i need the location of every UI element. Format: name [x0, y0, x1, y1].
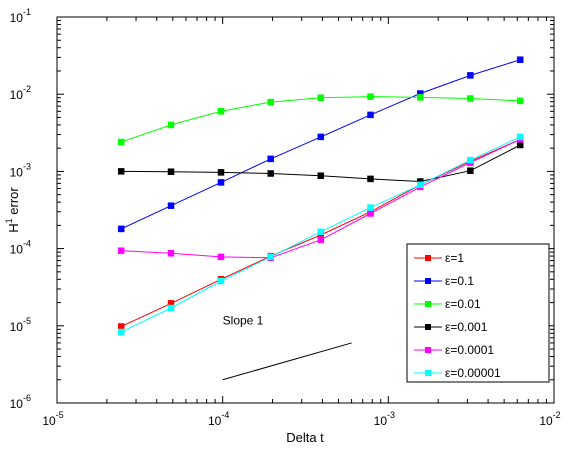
- series-layer: [117, 56, 524, 336]
- data-point: [317, 236, 325, 244]
- y-tick-label: 10-4: [10, 239, 31, 257]
- legend-entry: ε=0.01: [414, 297, 481, 311]
- legend-entry: ε=0.0001: [414, 343, 494, 357]
- data-point: [516, 56, 524, 63]
- series-2: [117, 56, 524, 233]
- x-axis-label: Delta t: [286, 430, 324, 445]
- data-point: [317, 94, 325, 101]
- legend-label: ε=0.0001: [445, 343, 494, 357]
- legend-entry: ε=0.1: [414, 274, 474, 288]
- legend-label: ε=1: [445, 251, 464, 265]
- data-point: [217, 108, 225, 115]
- y-tick-label: 10-2: [10, 84, 31, 102]
- data-point: [267, 155, 274, 163]
- legend-swatch-marker: [425, 278, 431, 284]
- x-tick-label: 10-3: [374, 410, 395, 428]
- data-point: [117, 328, 125, 336]
- data-point: [367, 175, 374, 183]
- data-point: [167, 202, 175, 209]
- slope-reference-line: [222, 342, 352, 381]
- data-point: [117, 323, 125, 330]
- data-point: [117, 225, 125, 233]
- y-axis-label: H1 error: [4, 187, 21, 233]
- data-point: [417, 181, 424, 189]
- data-point: [467, 95, 474, 102]
- x-tick-label: 10-2: [539, 410, 560, 428]
- data-point: [167, 168, 175, 175]
- x-tick-label: 10-4: [208, 410, 229, 428]
- annotation-layer: Slope 1: [222, 314, 352, 381]
- legend-swatch-marker: [425, 324, 431, 330]
- axes-frame: [56, 16, 555, 404]
- data-point: [117, 247, 125, 254]
- data-point: [217, 169, 225, 176]
- data-point: [367, 111, 374, 119]
- y-tick-label: 10-6: [10, 393, 31, 411]
- data-point: [217, 277, 225, 285]
- data-point: [167, 250, 175, 257]
- legend: ε=1 ε=0.1 ε=0.01 ε=0.001 ε=0.0001 ε=0.00001: [406, 243, 550, 383]
- data-point: [367, 210, 374, 217]
- data-point: [516, 97, 524, 105]
- legend-swatch-marker: [425, 255, 431, 261]
- data-point: [367, 93, 374, 100]
- y-tick-label: 10-5: [10, 316, 31, 334]
- legend-entry: ε=0.001: [414, 320, 488, 334]
- data-point: [367, 204, 374, 211]
- data-point: [317, 228, 325, 236]
- data-point: [217, 253, 225, 261]
- legend-swatch-marker: [425, 370, 431, 376]
- legend-entry: ε=0.00001: [414, 366, 501, 380]
- data-point: [467, 156, 474, 164]
- tick-layer: 10-5 10-4 10-3 10-2 10-6 10-5 10-4 10-3 10-2 10-1: [10, 7, 561, 428]
- y-tick-label: 10-1: [10, 7, 31, 25]
- data-point: [167, 121, 175, 129]
- data-point: [516, 141, 524, 149]
- legend-box: [406, 243, 550, 383]
- legend-swatch-marker: [425, 347, 431, 353]
- legend-label: ε=0.01: [445, 297, 481, 311]
- legend-label: ε=0.00001: [445, 366, 501, 380]
- data-point: [217, 179, 225, 186]
- data-point: [516, 133, 524, 141]
- slope-annotation-label: Slope 1: [223, 314, 264, 328]
- x-tick-label: 10-5: [42, 410, 63, 428]
- series-3: [117, 93, 524, 146]
- data-point: [317, 172, 325, 179]
- legend-label: ε=0.1: [445, 274, 474, 288]
- data-point: [267, 253, 274, 261]
- series-4: [117, 141, 524, 185]
- data-point: [167, 304, 175, 312]
- data-point: [317, 133, 325, 141]
- series-6: [117, 133, 524, 336]
- data-point: [117, 138, 125, 146]
- legend-label: ε=0.001: [445, 320, 488, 334]
- data-point: [117, 168, 125, 175]
- data-point: [467, 167, 474, 174]
- legend-swatch-marker: [425, 301, 431, 307]
- data-point: [267, 98, 274, 106]
- data-point: [417, 94, 424, 101]
- data-point: [267, 170, 274, 177]
- data-point: [467, 72, 474, 79]
- y-tick-label: 10-3: [10, 161, 31, 179]
- legend-entry: ε=1: [414, 251, 464, 265]
